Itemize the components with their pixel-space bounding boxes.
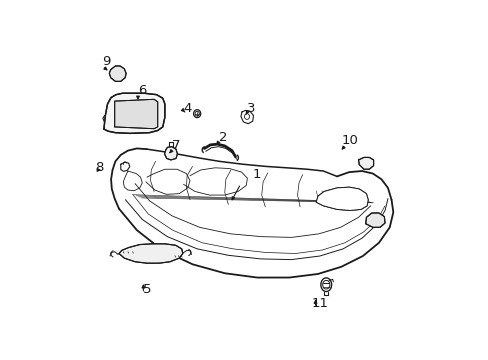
Text: 11: 11 — [311, 297, 327, 310]
Polygon shape — [316, 187, 367, 211]
Text: 8: 8 — [95, 161, 103, 174]
Polygon shape — [115, 99, 158, 129]
Text: 7: 7 — [172, 139, 180, 152]
Text: 5: 5 — [143, 283, 152, 296]
Polygon shape — [104, 93, 164, 134]
Polygon shape — [164, 147, 177, 160]
Text: 3: 3 — [247, 102, 255, 115]
Text: 2: 2 — [218, 131, 227, 144]
Text: 9: 9 — [102, 55, 110, 68]
Polygon shape — [358, 157, 373, 169]
Polygon shape — [119, 244, 183, 263]
Polygon shape — [365, 213, 384, 227]
Polygon shape — [109, 66, 126, 81]
Text: 10: 10 — [341, 134, 358, 147]
Text: 6: 6 — [138, 84, 146, 97]
Text: 1: 1 — [252, 168, 261, 181]
Text: 4: 4 — [183, 102, 191, 115]
